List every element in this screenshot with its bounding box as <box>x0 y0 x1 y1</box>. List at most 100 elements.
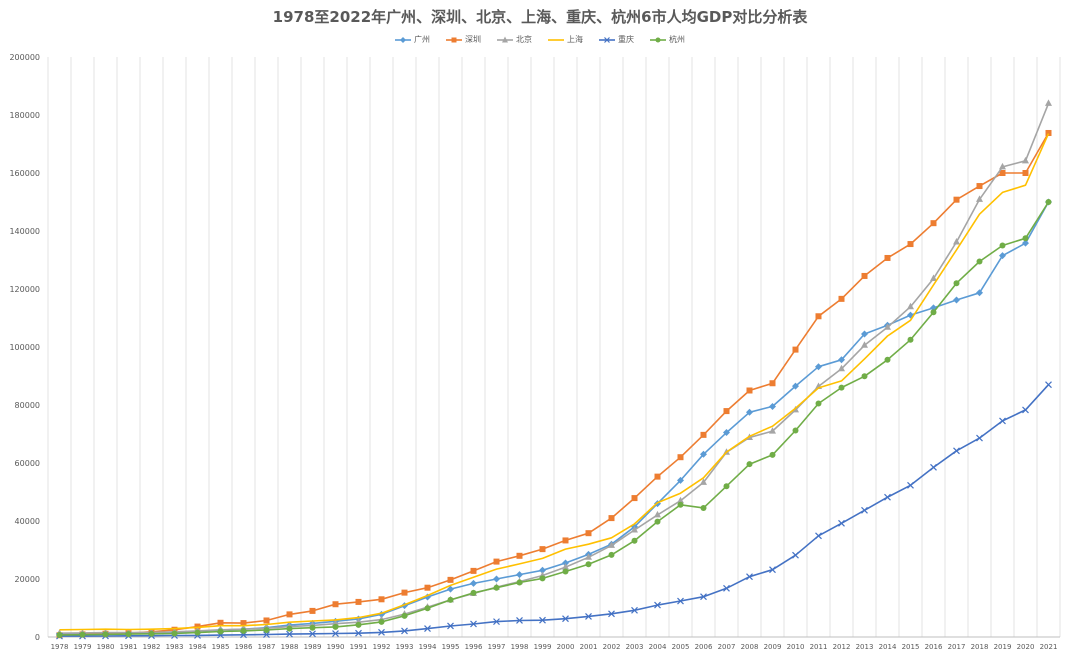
data-point <box>838 295 845 302</box>
x-tick-label: 1999 <box>534 643 552 651</box>
data-point <box>332 623 339 630</box>
data-point <box>631 537 638 544</box>
data-point <box>608 610 615 618</box>
legend-item: 杭州 <box>650 34 685 45</box>
x-tick-label: 2012 <box>833 643 851 651</box>
x-tick-label: 2011 <box>810 643 828 651</box>
data-point <box>999 252 1006 260</box>
data-point <box>861 341 868 348</box>
legend-label: 广州 <box>414 35 430 44</box>
data-point <box>723 483 730 490</box>
y-tick-label: 200000 <box>9 53 40 62</box>
data-point <box>677 454 684 461</box>
data-point <box>792 427 799 434</box>
data-point <box>999 417 1006 425</box>
data-point <box>884 493 891 501</box>
data-point <box>355 598 362 605</box>
x-tick-label: 1987 <box>258 643 276 651</box>
data-point <box>355 621 362 628</box>
data-point <box>493 584 500 591</box>
data-point <box>769 566 776 574</box>
data-point <box>470 620 477 628</box>
data-point <box>309 624 316 631</box>
data-point <box>930 220 937 227</box>
data-point <box>332 601 339 608</box>
x-tick-label: 1988 <box>281 643 299 651</box>
x-tick-label: 2010 <box>787 643 805 651</box>
data-point <box>861 373 868 380</box>
data-point <box>585 561 592 568</box>
data-point <box>700 478 707 485</box>
data-point <box>1022 406 1029 414</box>
legend-marker <box>502 36 508 42</box>
x-tick-label: 1986 <box>235 643 253 651</box>
x-tick-label: 2016 <box>925 643 943 651</box>
data-point <box>723 584 730 592</box>
x-tick-label: 1992 <box>373 643 391 651</box>
data-point <box>1022 156 1029 164</box>
data-point <box>999 162 1006 170</box>
data-point <box>746 573 753 581</box>
legend-label: 深圳 <box>465 35 481 44</box>
data-point <box>286 611 293 618</box>
data-point <box>930 309 937 316</box>
data-point <box>447 585 454 593</box>
data-point <box>907 481 914 489</box>
data-point <box>700 504 707 511</box>
data-point <box>309 630 316 638</box>
legend-label: 重庆 <box>618 35 634 44</box>
data-point <box>1022 235 1029 242</box>
data-point <box>838 364 845 372</box>
x-tick-label: 2001 <box>580 643 598 651</box>
data-point <box>470 579 477 587</box>
data-point <box>838 519 845 527</box>
legend-swatch <box>395 36 411 43</box>
data-point <box>1045 129 1052 136</box>
x-tick-label: 2013 <box>856 643 874 651</box>
x-tick-label: 1981 <box>120 643 138 651</box>
legend-label: 杭州 <box>669 35 685 44</box>
legend-label: 上海 <box>567 35 583 44</box>
chart-title: 1978至2022年广州、深圳、北京、上海、重庆、杭州6市人均GDP对比分析表 <box>272 8 808 26</box>
data-point <box>378 618 385 625</box>
legend-item: 重庆 <box>599 34 634 45</box>
data-point <box>861 506 868 514</box>
x-tick-label: 1979 <box>74 643 92 651</box>
data-point <box>907 336 914 343</box>
data-point <box>194 629 201 636</box>
data-point <box>953 447 960 455</box>
data-point <box>953 196 960 203</box>
legend-marker <box>400 36 406 43</box>
data-point <box>976 195 983 202</box>
series-group <box>59 133 1050 631</box>
data-point <box>700 431 707 438</box>
data-point <box>585 612 592 620</box>
x-tick-label: 2007 <box>718 643 736 651</box>
y-tick-label: 20000 <box>15 575 40 584</box>
data-point <box>378 596 385 603</box>
data-point <box>907 241 914 248</box>
data-point <box>723 429 730 437</box>
x-tick-label: 2018 <box>971 643 989 651</box>
data-point <box>769 451 776 458</box>
x-tick-label: 2002 <box>603 643 621 651</box>
data-point <box>930 463 937 471</box>
data-point <box>1022 170 1029 176</box>
series-group <box>56 199 1052 638</box>
y-tick-label: 40000 <box>15 517 40 526</box>
data-point <box>884 254 891 261</box>
data-point <box>539 575 546 582</box>
data-point <box>493 575 500 583</box>
data-point <box>355 629 362 637</box>
data-point <box>240 627 247 634</box>
data-point <box>539 616 546 624</box>
data-point <box>1045 381 1052 389</box>
x-tick-label: 2004 <box>649 643 667 651</box>
data-point <box>516 552 523 559</box>
data-point <box>746 387 753 394</box>
data-point <box>907 302 914 310</box>
data-point <box>424 584 431 591</box>
series-line <box>59 384 1050 637</box>
data-point <box>539 566 546 574</box>
